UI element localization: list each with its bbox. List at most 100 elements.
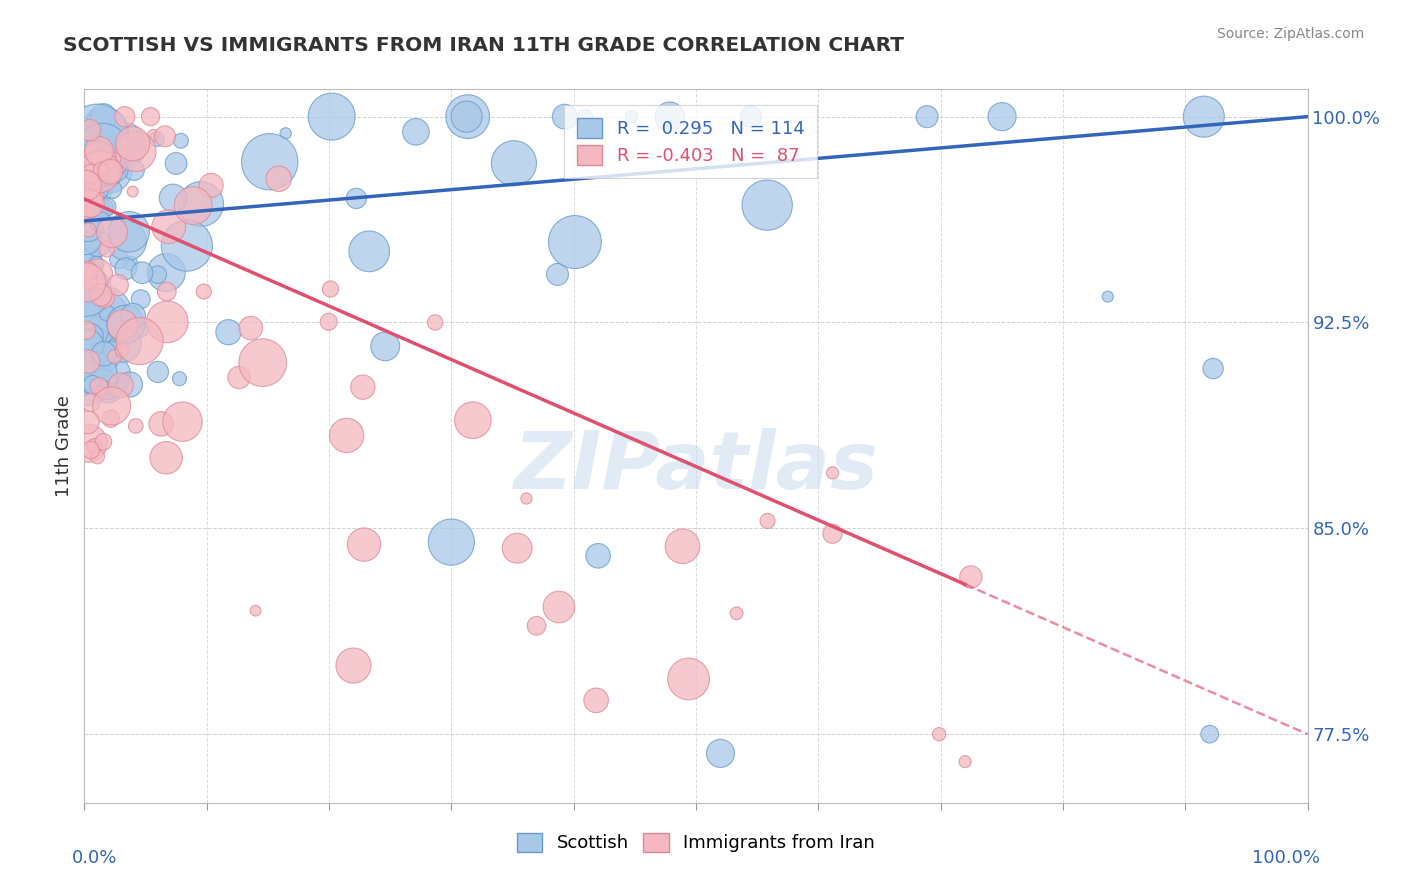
Point [90, 288, 112, 302]
Point [91, 169, 114, 183]
Point [75, 284, 97, 298]
Point [87, 151, 110, 165]
Point [120, 256, 142, 270]
Point [125, 145, 148, 159]
Point [75, 232, 97, 246]
Point [162, 191, 184, 205]
Point [122, 163, 145, 178]
Point [87, 379, 110, 393]
Point [405, 125, 427, 139]
Point [77, 436, 100, 450]
Point [93, 434, 115, 449]
Point [96, 368, 118, 383]
Point [93, 347, 115, 361]
Point [76, 373, 98, 387]
Point [87, 266, 110, 280]
Point [104, 350, 127, 364]
Point [104, 337, 127, 351]
Point [114, 110, 136, 124]
Point [267, 171, 290, 186]
Point [193, 285, 215, 299]
Point [101, 226, 124, 240]
Point [90, 384, 112, 399]
Point [87, 347, 110, 361]
Point [89, 164, 111, 178]
Point [111, 318, 134, 332]
Text: 0.0%: 0.0% [72, 849, 118, 867]
Point [586, 549, 609, 563]
Point [1198, 727, 1220, 741]
Point [83, 202, 105, 216]
Point [359, 244, 381, 259]
Point [94, 349, 117, 363]
Point [91, 159, 114, 173]
Point [146, 268, 169, 282]
Point [82, 173, 104, 187]
Point [217, 325, 239, 339]
Point [76, 415, 98, 429]
Point [111, 343, 134, 358]
Point [96, 242, 118, 256]
Point [75, 204, 97, 219]
Point [740, 110, 762, 124]
Point [671, 539, 693, 553]
Point [91, 142, 114, 156]
Point [153, 129, 176, 144]
Point [76, 164, 98, 178]
Point [80, 123, 103, 137]
Point [93, 381, 115, 395]
Point [77, 264, 100, 278]
Point [79, 196, 101, 211]
Point [87, 186, 110, 200]
Point [75, 276, 97, 290]
Point [112, 337, 135, 351]
Point [1192, 110, 1215, 124]
Point [319, 282, 342, 296]
Point [87, 320, 110, 334]
Point [709, 747, 731, 761]
Point [90, 160, 112, 174]
Point [585, 693, 607, 707]
Point [90, 150, 112, 164]
Point [274, 127, 297, 141]
Point [156, 315, 179, 329]
Point [75, 218, 97, 232]
Point [245, 604, 267, 618]
Point [658, 110, 681, 124]
Point [101, 168, 124, 182]
Point [155, 266, 177, 280]
Point [172, 415, 194, 429]
Point [170, 134, 193, 148]
Point [77, 354, 100, 368]
Point [928, 727, 950, 741]
Point [75, 343, 97, 358]
Point [129, 322, 152, 336]
Point [76, 338, 98, 352]
Point [157, 219, 180, 234]
Point [79, 329, 101, 343]
Point [75, 323, 97, 337]
Point [146, 365, 169, 379]
Point [574, 110, 596, 124]
Point [77, 223, 100, 237]
Point [725, 607, 748, 621]
Point [181, 199, 204, 213]
Point [461, 413, 484, 427]
Point [84, 189, 107, 203]
Point [122, 309, 145, 323]
Point [121, 185, 143, 199]
Point [82, 377, 104, 392]
Point [94, 308, 117, 322]
Point [101, 343, 124, 357]
Point [440, 535, 463, 549]
Y-axis label: 11th Grade: 11th Grade [55, 395, 73, 497]
Text: Source: ZipAtlas.com: Source: ZipAtlas.com [1216, 27, 1364, 41]
Point [93, 154, 115, 169]
Point [118, 225, 141, 239]
Point [75, 178, 97, 193]
Point [953, 755, 976, 769]
Point [101, 182, 124, 196]
Point [80, 395, 103, 409]
Point [756, 514, 779, 528]
Point [83, 141, 105, 155]
